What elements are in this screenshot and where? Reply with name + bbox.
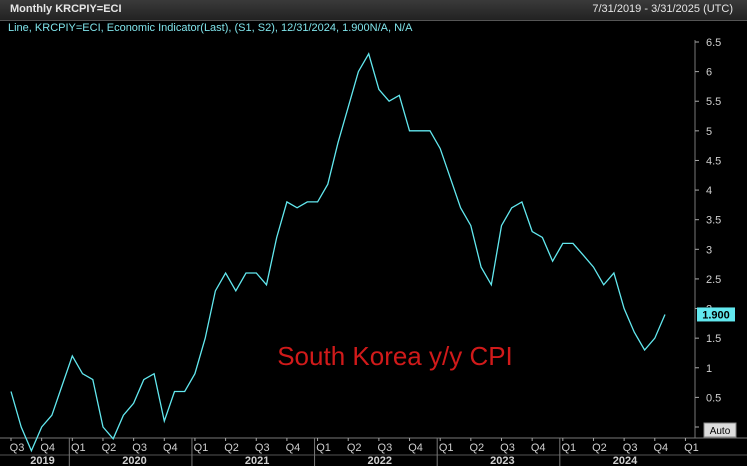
auto-button[interactable]: Auto <box>703 422 737 438</box>
last-value-marker: 1.900 <box>697 307 735 322</box>
x-tick-label: Q4 <box>40 442 55 454</box>
x-tick-label: Q2 <box>592 442 607 454</box>
year-label: 2023 <box>490 455 514 466</box>
x-tick-label: Q4 <box>163 442 178 454</box>
year-label: 2020 <box>122 455 146 466</box>
auto-button-label: Auto <box>710 426 731 437</box>
y-tick-label: 0.5 <box>706 392 721 404</box>
x-tick-label: Q2 <box>347 442 362 454</box>
last-value-box <box>697 307 735 322</box>
y-tick-label: 5.5 <box>706 96 721 108</box>
y-tick-label: 5 <box>706 126 712 138</box>
y-tick-label: 2.5 <box>706 274 721 286</box>
x-tick-label: Q2 <box>224 442 239 454</box>
x-tick-label: Q2 <box>102 442 117 454</box>
y-tick-label: 3 <box>706 244 712 256</box>
year-label: 2021 <box>245 455 269 466</box>
y-tick-label: 1 <box>706 363 712 375</box>
x-tick-label: Q4 <box>408 442 423 454</box>
chart-annotation: South Korea y/y CPI <box>277 341 513 371</box>
y-tick-label: 6 <box>706 67 712 79</box>
y-tick-label: 4.5 <box>706 155 721 167</box>
x-tick-label: Q3 <box>378 442 393 454</box>
series-line <box>10 52 666 453</box>
x-tick-label: Q3 <box>623 442 638 454</box>
x-tick-label: Q2 <box>470 442 485 454</box>
x-tick-label: Q1 <box>684 442 699 454</box>
x-tick-label: Q1 <box>71 442 86 454</box>
last-value-label: 1.900 <box>702 309 730 321</box>
window-title: Monthly KRCPIY=ECI <box>10 3 122 15</box>
y-tick-label: 4 <box>706 185 712 197</box>
x-tick-label: Q1 <box>439 442 454 454</box>
y-tick-label: 6.5 <box>706 37 721 49</box>
y-tick-label: 1.5 <box>706 333 721 345</box>
x-tick-label: Q3 <box>10 442 25 454</box>
title-bar: Monthly KRCPIY=ECI 7/31/2019 - 3/31/2025… <box>0 0 747 21</box>
x-tick-label: Q4 <box>531 442 546 454</box>
x-tick-label: Q4 <box>653 442 668 454</box>
x-tick-label: Q1 <box>316 442 331 454</box>
x-tick-label: Q3 <box>255 442 270 454</box>
date-range: 7/31/2019 - 3/31/2025 (UTC) <box>592 3 733 15</box>
x-axis: Q3 Q4 Q1 Q2 Q3 Q4 Q1 Q2 Q3 Q4 Q1 Q2 Q3 Q4 Q1 Q2 Q3 Q4 Q1 Q2… <box>10 438 699 466</box>
year-label: 2022 <box>368 455 392 466</box>
year-label: 2019 <box>30 455 54 466</box>
year-label: 2024 <box>613 455 638 466</box>
grid-lines <box>0 40 747 456</box>
y-axis: 00.511.522.533.544.555.566.5 <box>695 37 721 434</box>
y-tick-label: 3.5 <box>706 215 721 227</box>
series-legend: Line, KRCPIY=ECI, Economic Indicator(Las… <box>8 22 413 34</box>
x-tick-label: Q3 <box>132 442 147 454</box>
x-tick-label: Q1 <box>561 442 576 454</box>
x-tick-label: Q3 <box>500 442 515 454</box>
x-tick-label: Q4 <box>286 442 301 454</box>
x-tick-label: Q1 <box>194 442 209 454</box>
